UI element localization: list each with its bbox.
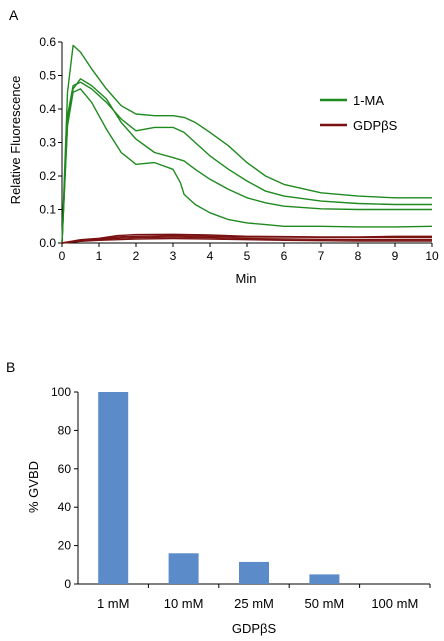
- bar-25-mm: [239, 561, 269, 584]
- y-tick-label-b: 80: [58, 423, 72, 437]
- y-tick-label-b: 0: [64, 577, 71, 591]
- x-tick-label-a: 1: [96, 249, 103, 263]
- y-axis-label-a: Relative Fluorescence: [8, 76, 23, 205]
- series-line-1ma-3: [61, 88, 433, 244]
- y-tick-label-a: 0.6: [39, 35, 56, 49]
- x-axis-label-b: GDPβS: [232, 621, 277, 636]
- series-line-1ma-0: [61, 44, 432, 244]
- y-tick-label-b: 40: [58, 500, 72, 514]
- category-label-b: 50 mM: [305, 596, 345, 611]
- x-tick-label-a: 4: [207, 249, 214, 263]
- legend-a: 1-MA GDPβS: [320, 93, 398, 133]
- x-tick-label-a: 8: [355, 249, 362, 263]
- axes-a: 0.0 0.1 0.2 0.3 0.4 0.5 0.6 0 1 2 3 4 5 6 7 8 9 10: [39, 35, 439, 263]
- x-tick-label-a: 3: [170, 249, 177, 263]
- bars-b: [98, 392, 340, 584]
- chart-b: B % GVBD GDPβS 0 20 40 60 80 100 1 mM 10 mM 25 m…: [6, 359, 431, 636]
- series-line-gdpbs-7: [61, 237, 432, 244]
- category-label-b: 25 mM: [234, 596, 274, 611]
- y-tick-label-a: 0.2: [39, 169, 56, 183]
- x-tick-label-a: 0: [59, 249, 66, 263]
- y-tick-label-a: 0.1: [39, 203, 56, 217]
- x-tick-label-a: 9: [392, 249, 399, 263]
- y-tick-label-b: 100: [51, 385, 71, 399]
- category-label-b: 10 mM: [164, 596, 204, 611]
- legend-label-a: GDPβS: [353, 118, 398, 133]
- legend-label-a: 1-MA: [353, 93, 384, 108]
- x-tick-label-a: 5: [244, 249, 251, 263]
- y-tick-label-a: 0.0: [39, 236, 56, 250]
- x-tick-label-a: 7: [318, 249, 325, 263]
- x-tick-label-a: 10: [425, 249, 439, 263]
- series-line-1ma-1: [61, 81, 432, 244]
- y-tick-label-b: 20: [58, 539, 72, 553]
- y-tick-label-b: 60: [58, 462, 72, 476]
- x-tick-label-a: 6: [281, 249, 288, 263]
- x-axis-label-a: Min: [236, 271, 257, 286]
- panel-label-a: A: [9, 7, 19, 23]
- category-label-b: 100 mM: [371, 596, 418, 611]
- series-group-a: [61, 44, 433, 244]
- series-line-gdpbs-5: [61, 233, 432, 244]
- category-label-b: 1 mM: [97, 596, 130, 611]
- y-tick-label-a: 0.4: [39, 102, 56, 116]
- y-tick-label-a: 0.3: [39, 136, 56, 150]
- panel-label-b: B: [6, 359, 15, 375]
- y-tick-label-a: 0.5: [39, 69, 56, 83]
- chart-a: A Relative Fluorescence Min 0.0 0.1 0.2 0.3…: [8, 7, 439, 286]
- x-tick-label-a: 2: [133, 249, 140, 263]
- bar-1-mm: [98, 392, 129, 584]
- series-line-1ma-2: [61, 78, 432, 244]
- bar-10-mm: [168, 553, 199, 584]
- bar-50-mm: [309, 574, 340, 584]
- y-axis-label-b: % GVBD: [26, 461, 41, 513]
